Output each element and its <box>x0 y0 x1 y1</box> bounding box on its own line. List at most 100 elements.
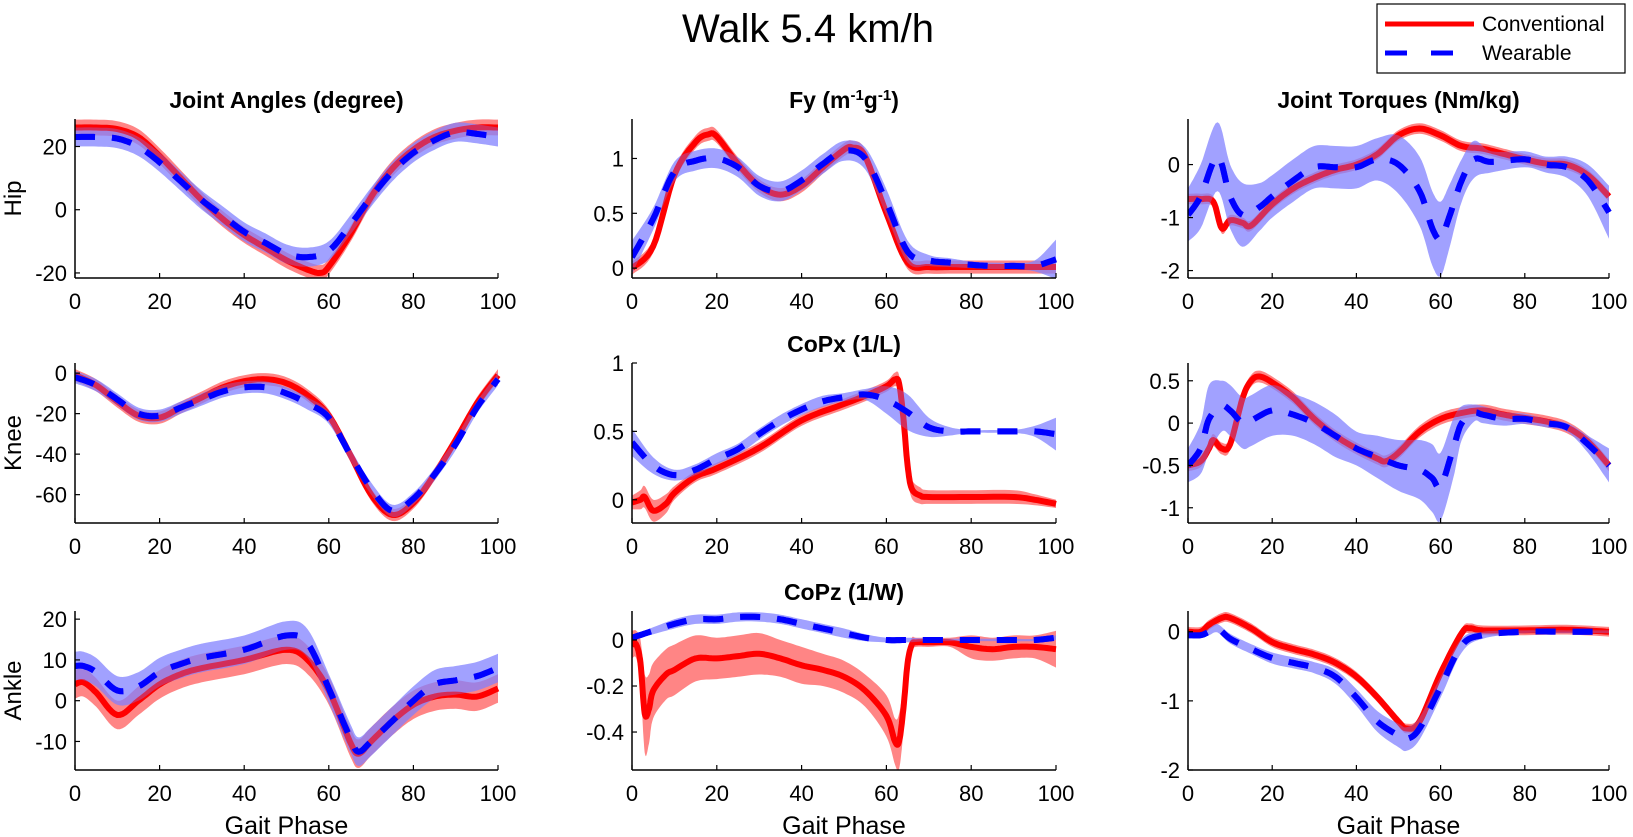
x-tick-label: 100 <box>1591 289 1628 314</box>
sd-band-wearable <box>632 612 1056 643</box>
sd-band-wearable <box>1188 122 1609 277</box>
x-tick-label: 20 <box>705 534 729 559</box>
mean-line-wearable-top <box>1188 402 1612 491</box>
x-tick-label: 20 <box>1260 781 1284 806</box>
y-tick-label: -60 <box>35 483 67 508</box>
sd-band-overlay-wearable <box>1188 380 1609 522</box>
sd-band-overlay-wearable <box>1188 122 1609 277</box>
y-tick-label: 0 <box>612 628 624 653</box>
x-tick-label: 0 <box>1182 781 1194 806</box>
y-tick-label: -40 <box>35 442 67 467</box>
y-tick-label: 20 <box>43 607 67 632</box>
x-tick-label: 80 <box>401 289 425 314</box>
sd-band-overlay-wearable <box>75 122 498 267</box>
subplot-0-1: 0 20 40 60 80 100 0 0.5 1 Fy (m-1g-1) <box>593 87 1074 315</box>
x-tick-label: 20 <box>1260 289 1284 314</box>
plot-marks <box>75 369 501 522</box>
mean-line-wearable-top <box>632 147 1057 270</box>
y-tick-label: -0.5 <box>1142 453 1180 478</box>
x-tick-label: 20 <box>147 534 171 559</box>
x-tick-label: 40 <box>789 781 813 806</box>
y-tick-label: -2 <box>1160 758 1180 783</box>
x-tick-label: 80 <box>1513 781 1537 806</box>
x-tick-label: 40 <box>232 289 256 314</box>
x-tick-label: 80 <box>401 534 425 559</box>
subplot-title: Fy (m-1g-1) <box>789 87 899 114</box>
y-tick-label: 0 <box>55 361 67 386</box>
sd-band-overlay-wearable <box>632 140 1056 278</box>
sd-band-wearable <box>632 140 1056 278</box>
y-tick-label: -20 <box>35 261 67 286</box>
x-axis-label: Gait Phase <box>782 812 906 837</box>
y-tick-label: 10 <box>43 648 67 673</box>
x-tick-label: 20 <box>147 289 171 314</box>
x-tick-label: 0 <box>626 289 638 314</box>
y-tick-label: 0.5 <box>593 201 624 226</box>
x-tick-label: 100 <box>480 534 517 559</box>
y-tick-label: -1 <box>1160 206 1180 231</box>
x-tick-label: 80 <box>401 781 425 806</box>
x-tick-label: 0 <box>69 534 81 559</box>
subplot-2-2: 0 20 40 60 80 100 -2 -1 0 Gait Phase <box>1160 611 1627 837</box>
x-tick-label: 40 <box>1344 534 1368 559</box>
y-tick-label: -1 <box>1160 689 1180 714</box>
x-tick-label: 40 <box>1344 289 1368 314</box>
y-tick-label: -20 <box>35 402 67 427</box>
x-axis-label: Gait Phase <box>225 812 349 837</box>
x-tick-label: 0 <box>626 534 638 559</box>
y-tick-label: 1 <box>612 351 624 376</box>
x-tick-label: 100 <box>480 289 517 314</box>
y-tick-label: 0 <box>1168 153 1180 178</box>
mean-line-wearable-top <box>632 391 1057 479</box>
y-axis-label: Ankle <box>0 660 27 720</box>
y-tick-label: 20 <box>43 135 67 160</box>
y-tick-label: 0 <box>612 488 624 513</box>
sd-band-overlay-wearable <box>75 620 498 766</box>
subplot-1-2: 0 20 40 60 80 100 -1 -0.5 0 0.5 <box>1142 363 1627 559</box>
plot-marks <box>632 612 1058 770</box>
subplot-title: CoPz (1/W) <box>784 579 904 605</box>
sd-band-overlay-wearable <box>632 612 1056 643</box>
subplot-1-0: 0 20 40 60 80 100 -60 -40 -20 0 Knee <box>0 361 516 559</box>
figure-title: Walk 5.4 km/h <box>682 7 934 51</box>
subplot-title: CoPx (1/L) <box>787 331 901 357</box>
y-tick-label: 1 <box>612 146 624 171</box>
plot-marks <box>1188 370 1612 522</box>
y-tick-label: 0 <box>1168 620 1180 645</box>
mean-line-conventional <box>75 646 500 757</box>
sd-band-wearable <box>75 620 498 766</box>
x-tick-label: 80 <box>1513 534 1537 559</box>
x-tick-label: 40 <box>789 534 813 559</box>
x-tick-label: 80 <box>959 781 983 806</box>
x-tick-label: 40 <box>789 289 813 314</box>
y-tick-label: 0.5 <box>1149 369 1180 394</box>
x-tick-label: 100 <box>1038 781 1075 806</box>
plot-marks <box>75 620 500 768</box>
legend-label-conventional: Conventional <box>1482 13 1605 36</box>
x-tick-label: 60 <box>1428 289 1452 314</box>
x-tick-label: 60 <box>317 289 341 314</box>
y-tick-label: -0.4 <box>586 720 624 745</box>
y-tick-label: -0.2 <box>586 674 624 699</box>
mean-line-conventional <box>75 124 500 276</box>
x-tick-label: 100 <box>1591 534 1628 559</box>
subplot-title: Joint Angles (degree) <box>169 87 403 113</box>
plot-marks <box>1188 122 1612 277</box>
x-tick-label: 0 <box>69 781 81 806</box>
y-tick-label: 0 <box>1168 411 1180 436</box>
mean-line-wearable-top <box>1188 625 1609 743</box>
y-tick-label: 0 <box>612 256 624 281</box>
subplot-title: Joint Torques (Nm/kg) <box>1277 87 1519 113</box>
plot-marks <box>75 119 500 278</box>
x-tick-label: 60 <box>874 534 898 559</box>
y-tick-label: -2 <box>1160 259 1180 284</box>
sd-band-wearable <box>632 386 1056 481</box>
x-tick-label: 60 <box>317 534 341 559</box>
subplot-2-1: 0 20 40 60 80 100 -0.4 -0.2 0 CoPz (1/W) Gait Phas… <box>586 579 1074 837</box>
plot-marks <box>632 126 1058 278</box>
x-tick-label: 100 <box>480 781 517 806</box>
x-axis-label: Gait Phase <box>1337 812 1461 837</box>
mean-line-wearable-top <box>1188 152 1612 243</box>
legend-box <box>1376 3 1626 74</box>
